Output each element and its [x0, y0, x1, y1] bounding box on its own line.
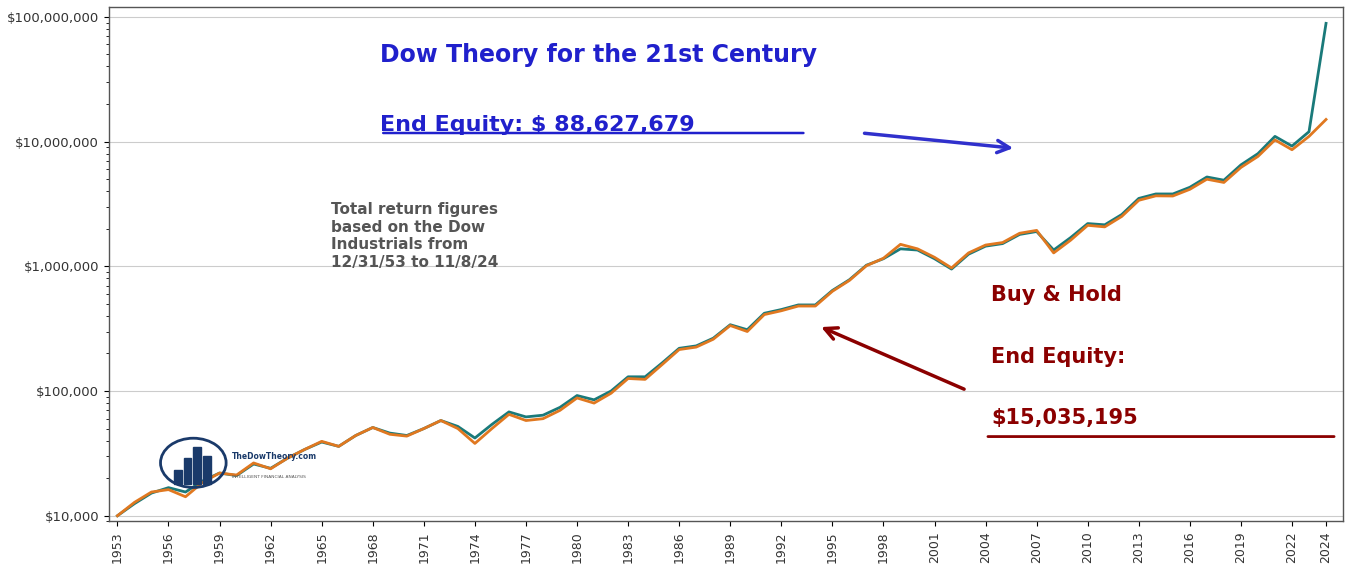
Bar: [184, 458, 192, 484]
Text: End Equity:: End Equity:: [991, 347, 1126, 367]
Bar: [202, 457, 211, 484]
Text: TheDowTheory.com: TheDowTheory.com: [232, 452, 317, 461]
Text: INTELLIGENT FINANCIAL ANALYSIS: INTELLIGENT FINANCIAL ANALYSIS: [232, 474, 306, 479]
Bar: [174, 470, 182, 484]
Text: Buy & Hold: Buy & Hold: [991, 285, 1122, 305]
Text: Dow Theory for the 21st Century: Dow Theory for the 21st Century: [381, 43, 818, 67]
Text: End Equity: $ 88,627,679: End Equity: $ 88,627,679: [381, 115, 695, 135]
Bar: [193, 447, 201, 484]
Text: Total return figures
based on the Dow
Industrials from
12/31/53 to 11/8/24: Total return figures based on the Dow In…: [331, 202, 498, 270]
Text: $15,035,195: $15,035,195: [991, 408, 1138, 428]
